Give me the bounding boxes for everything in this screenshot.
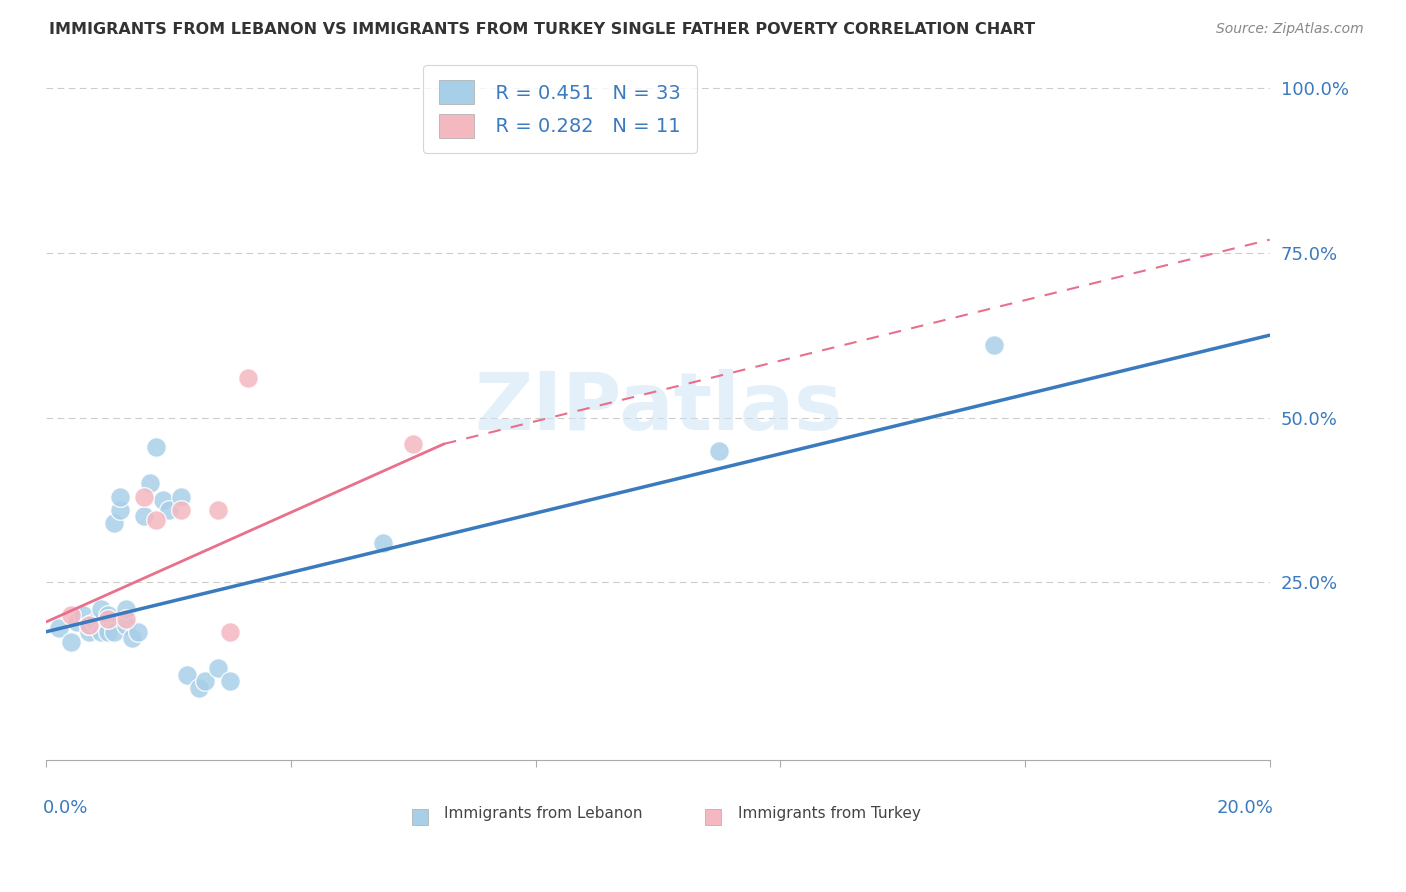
Point <box>48 621 70 635</box>
Point <box>121 632 143 646</box>
Point <box>170 503 193 517</box>
Point <box>103 624 125 639</box>
Point <box>90 601 112 615</box>
Text: 0.0%: 0.0% <box>42 799 89 817</box>
Point <box>207 661 229 675</box>
Text: Immigrants from Lebanon: Immigrants from Lebanon <box>444 805 643 821</box>
Text: ZIPatlas: ZIPatlas <box>474 368 842 447</box>
Point <box>115 611 138 625</box>
Text: IMMIGRANTS FROM LEBANON VS IMMIGRANTS FROM TURKEY SINGLE FATHER POVERTY CORRELAT: IMMIGRANTS FROM LEBANON VS IMMIGRANTS FR… <box>49 22 1035 37</box>
Point <box>134 509 156 524</box>
Point <box>115 601 138 615</box>
Point <box>402 437 425 451</box>
Point <box>90 624 112 639</box>
Point <box>188 681 211 695</box>
Point <box>219 674 242 689</box>
Point <box>371 535 394 549</box>
Point <box>207 503 229 517</box>
Point <box>127 624 149 639</box>
Point <box>66 615 89 629</box>
Point <box>96 608 118 623</box>
Point <box>108 490 131 504</box>
Point <box>77 618 100 632</box>
Point <box>157 503 180 517</box>
Point <box>219 624 242 639</box>
Legend:   R = 0.451   N = 33,   R = 0.282   N = 11: R = 0.451 N = 33, R = 0.282 N = 11 <box>423 65 697 153</box>
Point <box>139 476 162 491</box>
Point <box>145 440 167 454</box>
Point <box>84 615 107 629</box>
Point <box>77 624 100 639</box>
Point <box>194 674 217 689</box>
Point <box>152 492 174 507</box>
Text: Immigrants from Turkey: Immigrants from Turkey <box>738 805 921 821</box>
Point <box>59 634 82 648</box>
Point <box>96 611 118 625</box>
Text: Source: ZipAtlas.com: Source: ZipAtlas.com <box>1216 22 1364 37</box>
Point <box>72 608 94 623</box>
Point <box>108 503 131 517</box>
Point <box>238 371 260 385</box>
Point <box>115 618 138 632</box>
Point <box>176 667 198 681</box>
Text: 20.0%: 20.0% <box>1216 799 1274 817</box>
Point <box>709 443 731 458</box>
Point <box>983 338 1005 352</box>
Point <box>170 490 193 504</box>
Point <box>59 608 82 623</box>
Point <box>77 618 100 632</box>
Point <box>145 513 167 527</box>
Point <box>103 516 125 530</box>
Point <box>134 490 156 504</box>
Point <box>96 624 118 639</box>
